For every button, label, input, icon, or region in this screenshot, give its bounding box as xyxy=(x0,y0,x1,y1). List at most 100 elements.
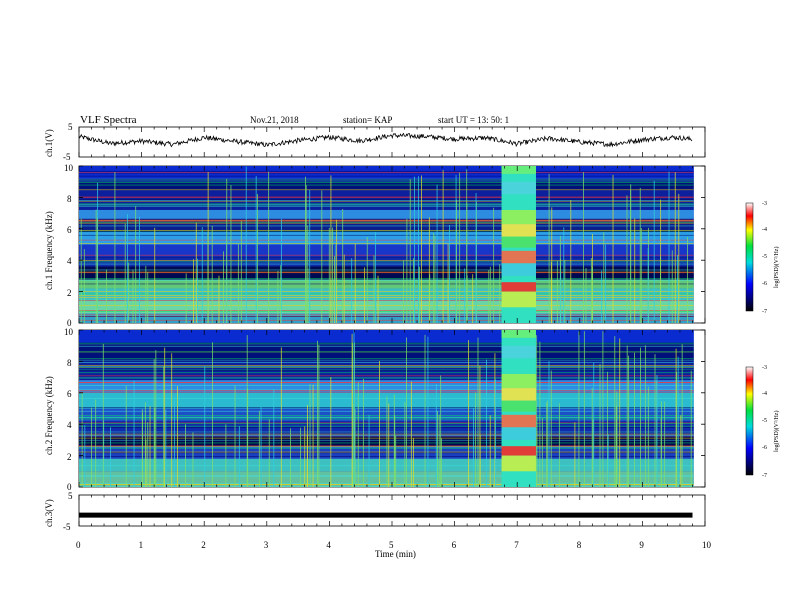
spec-impulse xyxy=(192,259,194,323)
spec-impulse xyxy=(268,419,270,487)
ch2-cbar-tick-7: -7 xyxy=(762,473,767,479)
spec-band xyxy=(79,392,694,409)
spec-impulse xyxy=(81,392,83,487)
spec-impulse xyxy=(436,184,438,323)
spec-tone-line xyxy=(79,220,694,222)
spec-tone-line xyxy=(79,219,694,221)
spec-impulse xyxy=(546,400,548,487)
spec-tone-line xyxy=(79,452,694,454)
spec-impulse xyxy=(653,180,655,323)
spec-impulse xyxy=(395,435,397,487)
spec-band xyxy=(79,458,694,472)
spec-impulse xyxy=(449,225,450,323)
spec-impulse xyxy=(630,184,632,323)
spec-impulse xyxy=(124,223,126,323)
spec-tone-line xyxy=(79,310,694,311)
ch2-cbar-tick-6: -6 xyxy=(762,445,767,451)
spec-impulse xyxy=(424,334,426,487)
spec-impulse xyxy=(290,428,291,487)
spec-tone-line xyxy=(79,465,694,467)
spec-impulse xyxy=(466,169,468,323)
spec-impulse xyxy=(499,264,501,323)
spec-impulse xyxy=(421,175,422,323)
spec-impulse xyxy=(438,414,440,487)
spec-band xyxy=(79,361,694,381)
spec-band xyxy=(79,330,694,343)
spec-impulse xyxy=(409,179,411,323)
spec-tone-line xyxy=(79,407,694,408)
spec-impulse xyxy=(668,171,670,323)
spec-impulse xyxy=(305,176,306,323)
spec-burst-band xyxy=(501,250,536,264)
spec-impulse xyxy=(105,269,107,323)
spec-impulse xyxy=(132,269,134,323)
spec-impulse xyxy=(536,417,538,487)
spec-band xyxy=(79,313,694,323)
time-tick-label: 2 xyxy=(201,540,206,550)
spec-impulse xyxy=(563,227,565,323)
spec-tone-line xyxy=(79,390,694,391)
spec-impulse xyxy=(615,406,617,487)
spec-tone-line xyxy=(79,175,694,177)
spec-impulse xyxy=(147,271,149,323)
ch1-cbar-tick-6: -6 xyxy=(762,281,767,287)
spec-tone-line xyxy=(79,305,694,306)
ch1-colorbar xyxy=(745,202,754,312)
spec-impulse xyxy=(678,193,680,323)
spec-tone-line xyxy=(79,316,694,317)
ch2-cbar-tick-3: -3 xyxy=(762,365,767,371)
spec-tone-line xyxy=(79,275,694,277)
spec-tone-line xyxy=(79,279,694,280)
spec-impulse xyxy=(96,218,98,323)
spec-impulse xyxy=(536,335,538,487)
spec-impulse xyxy=(257,193,258,323)
spec-tone-line xyxy=(79,483,694,484)
spec-impulse xyxy=(328,227,330,323)
spec-tone-line xyxy=(79,410,694,412)
spec-impulse xyxy=(174,396,176,487)
ch1-cbar-tick-3: -3 xyxy=(762,201,767,207)
spec-tone-line xyxy=(79,278,694,279)
spec-impulse xyxy=(141,409,143,487)
spec-impulse xyxy=(260,406,262,487)
ch2-cbar-tick-5: -5 xyxy=(762,418,767,424)
spec-tone-line xyxy=(79,370,694,371)
spec-impulse xyxy=(583,331,585,487)
spec-impulse xyxy=(366,237,368,323)
spec-impulse xyxy=(225,424,227,487)
time-tick-label: 0 xyxy=(76,540,81,550)
ch1-waveform-panel: 5 -5 ch.1(V) xyxy=(44,122,706,162)
spec-impulse xyxy=(676,372,678,487)
ch3-ylabel: ch.3(V) xyxy=(44,499,54,527)
spec-impulse xyxy=(114,172,116,323)
spec-impulse xyxy=(133,380,135,487)
spec-impulse xyxy=(247,388,249,487)
spec-impulse xyxy=(245,166,247,323)
spec-impulse xyxy=(306,435,308,487)
spec-impulse xyxy=(149,406,151,487)
ch1-spectrogram-cells xyxy=(79,165,705,324)
ch1-freq-tick-10: 10 xyxy=(64,163,74,173)
spec-tone-line xyxy=(79,220,694,222)
spec-impulse xyxy=(546,402,548,487)
time-tick-label: 7 xyxy=(514,540,519,550)
spec-impulse xyxy=(485,359,487,487)
spec-impulse xyxy=(474,392,476,487)
spec-impulse xyxy=(550,370,552,487)
spec-impulse xyxy=(656,374,658,487)
spec-impulse xyxy=(230,185,232,323)
spec-tone-line xyxy=(79,427,694,428)
spec-impulse xyxy=(317,340,318,487)
ch1-freq-ticks: 10 8 6 4 2 0 xyxy=(64,163,74,328)
ch3-ytick-bottom: -5 xyxy=(63,522,71,532)
ch1-ylabel: ch.1(V) xyxy=(44,129,54,157)
spec-tone-line xyxy=(79,311,694,312)
spec-band xyxy=(79,244,694,258)
spec-tone-line xyxy=(79,283,694,285)
spec-impulse xyxy=(192,432,194,487)
spec-tone-line xyxy=(79,345,694,347)
spec-tone-line xyxy=(79,342,694,344)
time-axis: 0 1 2 3 4 5 6 7 8 9 10 xyxy=(76,127,712,550)
spec-impulse xyxy=(495,379,496,487)
